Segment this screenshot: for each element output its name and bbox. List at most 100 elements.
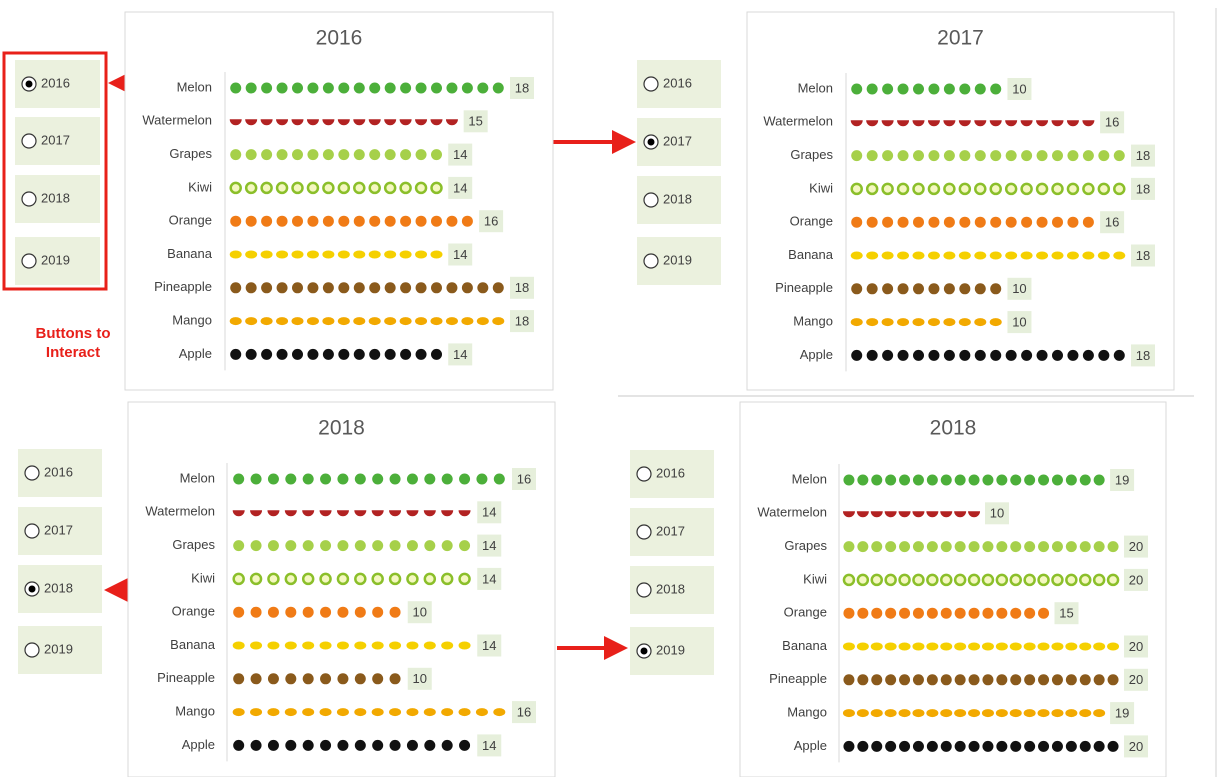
option-button[interactable]: 2019 <box>18 626 102 674</box>
icon <box>320 606 332 618</box>
option-button[interactable]: 2017 <box>18 507 102 555</box>
category-label: Mango <box>172 313 212 328</box>
icon <box>250 641 263 650</box>
value-label-bg <box>1124 735 1148 758</box>
icon <box>884 511 897 518</box>
icon <box>928 349 940 361</box>
icon <box>989 120 1002 127</box>
icon <box>320 673 332 685</box>
icon <box>897 318 910 327</box>
category-label: Mango <box>175 704 215 719</box>
icon <box>389 739 401 751</box>
icon <box>1093 642 1106 651</box>
icon <box>982 541 994 553</box>
icon-bar <box>850 182 1126 196</box>
icon-bar <box>233 540 471 552</box>
icon <box>406 708 419 717</box>
icon <box>400 82 412 94</box>
option-button[interactable]: 2016 <box>630 450 714 498</box>
icon <box>384 215 396 227</box>
icon <box>291 250 304 259</box>
option-button[interactable]: 2019 <box>637 237 721 285</box>
icon <box>424 473 436 485</box>
icon <box>230 282 242 294</box>
icon <box>430 181 443 195</box>
icon <box>389 540 401 552</box>
option-button[interactable]: 2016 <box>18 449 102 497</box>
icon <box>406 510 419 517</box>
icon <box>354 739 366 751</box>
value-label: 15 <box>468 114 482 129</box>
option-button[interactable]: 2017 <box>637 118 721 166</box>
icon <box>354 540 366 552</box>
icon <box>928 216 940 228</box>
icon <box>307 215 319 227</box>
value-label-bg <box>1007 78 1032 100</box>
option-button[interactable]: 2016 <box>637 60 721 108</box>
icon <box>320 473 332 485</box>
icon <box>267 606 279 618</box>
option-button[interactable]: 2017 <box>15 117 100 165</box>
option-button[interactable]: 2019 <box>630 627 714 675</box>
icon <box>996 474 1008 486</box>
icon <box>1036 251 1049 260</box>
icon <box>968 709 981 718</box>
radio <box>636 466 652 482</box>
icon <box>959 150 971 162</box>
value-label: 14 <box>482 638 496 653</box>
icon <box>1079 709 1092 718</box>
icon <box>267 510 280 517</box>
icon <box>1082 150 1094 162</box>
icon <box>943 283 955 295</box>
icon <box>926 642 939 651</box>
icon <box>885 474 897 486</box>
icon <box>291 119 304 126</box>
icon <box>353 215 365 227</box>
icon <box>371 572 384 586</box>
option-button[interactable]: 2018 <box>637 176 721 224</box>
option-button[interactable]: 2019 <box>15 237 100 285</box>
icon <box>430 317 443 326</box>
icon <box>354 510 367 517</box>
option-button[interactable]: 2018 <box>18 565 102 613</box>
icon <box>1051 573 1064 587</box>
icon <box>267 673 279 685</box>
option-button[interactable]: 2017 <box>630 508 714 556</box>
value-label: 18 <box>1136 181 1150 196</box>
icon <box>384 82 396 94</box>
icon <box>399 181 412 195</box>
icon <box>267 739 279 751</box>
value-label-bg <box>477 567 502 590</box>
option-button[interactable]: 2018 <box>15 175 100 223</box>
icon <box>458 572 471 586</box>
chart-frame <box>746 11 1175 391</box>
value-label-bg <box>1100 211 1125 234</box>
option-button[interactable]: 2016 <box>15 60 100 108</box>
icon <box>389 606 401 618</box>
option-button[interactable]: 2018 <box>630 566 714 614</box>
icon <box>1036 150 1048 162</box>
icon <box>245 82 257 94</box>
value-label-bg <box>407 601 432 624</box>
icon <box>1079 642 1092 651</box>
icon <box>996 674 1008 686</box>
icon <box>958 318 971 327</box>
icon <box>476 473 488 485</box>
icon <box>492 82 504 94</box>
icon <box>1038 674 1050 686</box>
category-label: Melon <box>177 79 212 94</box>
option-label: 2019 <box>663 252 692 267</box>
icon <box>301 572 315 586</box>
icon <box>291 317 304 326</box>
icon <box>371 708 384 717</box>
value-label: 16 <box>517 471 531 486</box>
icon <box>337 181 351 195</box>
icon <box>322 215 334 227</box>
icon <box>1113 349 1125 361</box>
icon <box>1082 120 1095 127</box>
icon <box>954 607 966 619</box>
icon <box>1082 349 1094 361</box>
icon <box>912 251 925 260</box>
icon <box>229 317 242 326</box>
value-label: 16 <box>1105 215 1119 230</box>
